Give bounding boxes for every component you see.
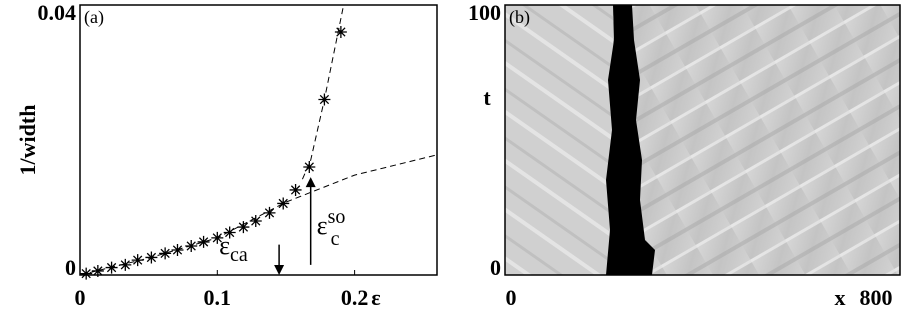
asterisk-point <box>91 264 104 277</box>
dashed-curve <box>301 4 345 180</box>
panel-label: (b) <box>509 7 530 28</box>
y-axis-label: t <box>483 85 491 110</box>
plot-frame <box>504 4 901 276</box>
asterisk-point <box>197 235 210 248</box>
asterisk-point <box>277 197 290 210</box>
asterisk-point <box>159 247 172 260</box>
y-tick-label: 0.04 <box>38 0 77 25</box>
x-tick-label: 0.2 <box>341 285 369 310</box>
y-tick-label: 0 <box>65 255 76 280</box>
asterisk-point <box>249 215 262 227</box>
x-tick-label: 800 <box>860 285 893 310</box>
asterisk-point <box>303 161 316 173</box>
asterisk-point <box>237 221 250 234</box>
x-axis-label: ε <box>371 285 380 310</box>
arrow-head <box>274 265 285 275</box>
annotation-sub: c <box>331 228 340 250</box>
annotation-symbol: ε <box>317 211 328 240</box>
y-tick-label: 0 <box>490 255 501 280</box>
asterisk-point <box>80 267 93 280</box>
annotation-symbol: ε <box>219 231 230 260</box>
asterisk-point <box>119 258 132 271</box>
plot-frame <box>79 4 438 276</box>
asterisk-point <box>263 206 276 219</box>
asterisk-point <box>334 26 347 38</box>
asterisk-point <box>223 226 236 239</box>
annotation-label: εca <box>219 231 248 266</box>
asterisk-point <box>131 254 144 267</box>
y-tick-label: 100 <box>468 0 501 25</box>
panel-b-image <box>505 5 900 275</box>
annotation-sub: ca <box>230 244 248 266</box>
y-axis-label: 1/width <box>15 105 40 176</box>
x-axis-label: x <box>835 285 846 310</box>
annotation-sup: so <box>328 206 346 228</box>
panel-label: (a) <box>84 7 104 28</box>
x-tick-label: 0.1 <box>204 285 232 310</box>
x-tick-label: 0 <box>506 285 517 310</box>
asterisk-point <box>289 183 302 196</box>
arrow-head <box>305 177 316 188</box>
annotation-label: εso c <box>317 206 346 250</box>
x-tick-label: 0 <box>75 285 86 310</box>
dashed-curve <box>79 154 438 276</box>
